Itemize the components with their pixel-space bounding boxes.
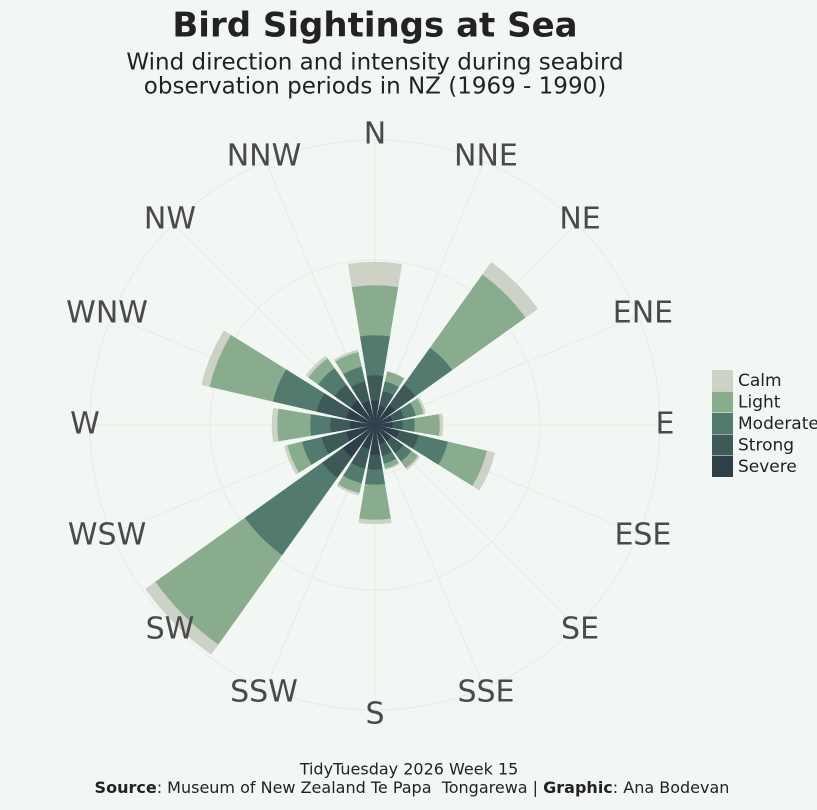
bar-segment (367, 454, 383, 471)
caption: Source: Museum of New Zealand Te Papa To… (95, 778, 730, 797)
direction-label: E (656, 407, 675, 442)
bar-segment (358, 518, 392, 525)
legend-swatch (712, 434, 733, 456)
bar-segment (284, 445, 299, 475)
bar-segment (276, 408, 312, 442)
direction-label: WNW (66, 296, 148, 331)
bar-segment (364, 469, 386, 486)
legend-label: Calm (738, 371, 782, 391)
caption-part: Graphic (543, 778, 613, 797)
legend-swatch (712, 413, 733, 434)
caption-part: : Museum of New Zealand Te Papa Tongarew… (157, 778, 543, 797)
direction-label: ENE (613, 296, 673, 331)
bar-segment (333, 349, 359, 362)
bar-segment (417, 397, 426, 415)
bar-segment (309, 414, 331, 436)
legend-label: Severe (738, 457, 797, 477)
legend-label: Light (738, 393, 781, 413)
chart-title: Bird Sightings at Sea (172, 6, 577, 46)
direction-label: NNE (454, 139, 518, 174)
bar-segment (336, 484, 360, 496)
direction-label: SSW (230, 674, 298, 709)
bar-segment (405, 455, 421, 471)
bar-segment (392, 420, 404, 430)
bar-segment (305, 355, 328, 378)
direction-label: WSW (68, 517, 146, 552)
bar-segment (271, 407, 279, 443)
direction-label: S (365, 697, 384, 732)
bar-segment (438, 413, 444, 437)
direction-label: SW (146, 612, 195, 647)
bar-segment (402, 418, 416, 432)
direction-label: N (364, 117, 386, 152)
legend-swatch (712, 370, 733, 391)
caption-part: Source (95, 778, 157, 797)
bar-segment (482, 261, 539, 318)
direction-label: W (70, 407, 100, 442)
spoke (374, 424, 485, 689)
bar-segment (201, 330, 232, 387)
direction-label: NW (144, 201, 196, 236)
caption-part: : Ana Bodevan (613, 778, 730, 797)
legend-swatch (712, 456, 733, 477)
subtitle: Wind direction and intensity during seab… (126, 50, 623, 76)
bar-segment (359, 483, 391, 521)
caption: TidyTuesday 2026 Week 15 (299, 760, 519, 779)
bar-segment (472, 450, 496, 491)
direction-label: SE (561, 612, 599, 647)
bar-segment (384, 462, 400, 471)
bar-segment (347, 261, 403, 288)
direction-label: SSE (457, 674, 514, 709)
legend-swatch (712, 391, 733, 413)
direction-label: NNW (227, 139, 302, 174)
direction-label: NE (559, 201, 600, 236)
subtitle: observation periods in NZ (1969 - 1990) (144, 74, 606, 100)
direction-label: ESE (614, 517, 671, 552)
bar-segment (351, 284, 399, 337)
legend-label: Strong (738, 436, 794, 456)
legend-label: Moderate (738, 414, 817, 434)
bar-segment (145, 581, 219, 655)
